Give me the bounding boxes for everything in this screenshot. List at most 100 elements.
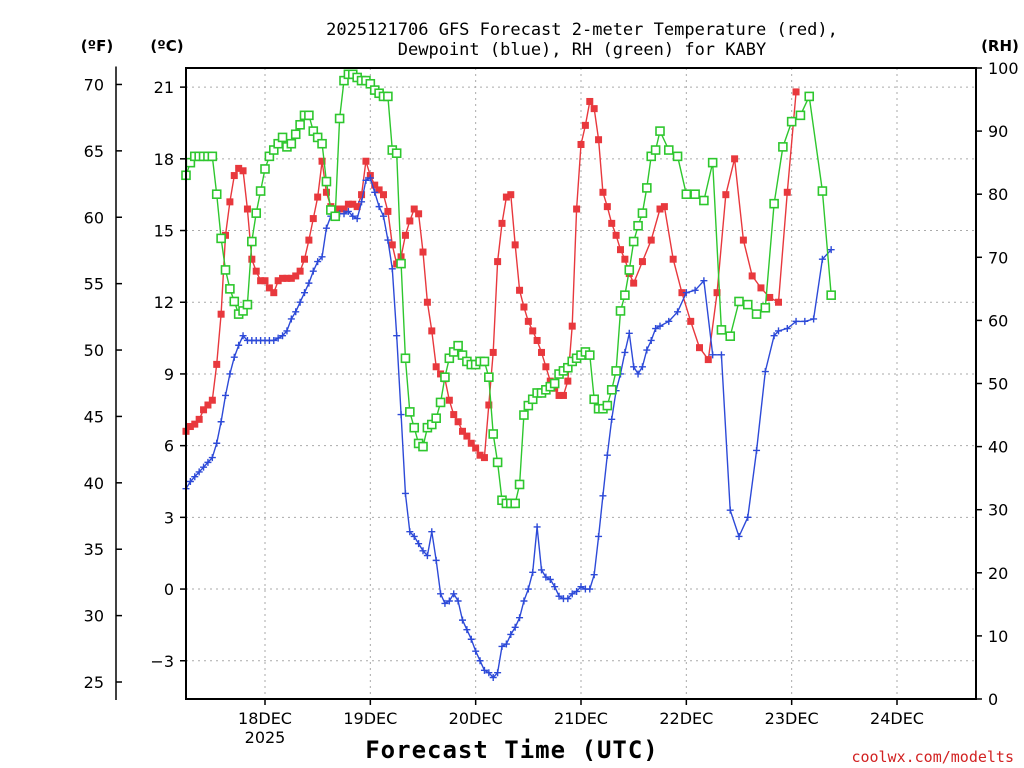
x-tick-label: 23DEC: [765, 709, 819, 728]
data-point: [216, 233, 226, 244]
data-point: [195, 415, 203, 423]
data-point: [314, 258, 322, 266]
data-point: [827, 246, 835, 254]
data-point: [336, 205, 344, 213]
data-point: [380, 212, 387, 220]
data-point: [366, 174, 374, 182]
rh-tick-label: 30: [988, 501, 1008, 520]
data-point: [401, 231, 409, 239]
rh-tick-label: 50: [988, 375, 1008, 394]
data-point: [748, 272, 756, 280]
data-point: [735, 532, 743, 540]
chart-subtitle: Dewpoint (blue), RH (green) for KABY: [398, 40, 766, 60]
data-point: [511, 623, 519, 631]
data-point: [431, 413, 441, 424]
data-point: [445, 597, 453, 605]
x-tick-label: 18DEC: [238, 709, 292, 728]
fahrenheit-tick-label: 50: [84, 341, 104, 360]
data-point: [538, 566, 545, 574]
data-point: [423, 552, 431, 560]
data-point: [642, 183, 652, 193]
data-point: [678, 289, 686, 297]
data-point: [391, 148, 402, 158]
data-point: [287, 274, 295, 282]
data-point: [318, 253, 326, 261]
data-point: [230, 353, 238, 361]
data-point: [186, 477, 194, 485]
data-point: [423, 298, 431, 306]
data-point: [494, 258, 502, 266]
data-point: [200, 406, 208, 414]
data-point: [463, 626, 471, 634]
data-point: [450, 590, 458, 598]
data-point: [731, 155, 739, 163]
data-point: [507, 630, 515, 638]
data-point: [716, 325, 727, 335]
data-point: [519, 410, 529, 420]
data-point: [274, 277, 282, 285]
celsius-unit-label: (ºC): [150, 37, 183, 55]
data-point: [577, 140, 585, 148]
fahrenheit-tick-label: 40: [84, 474, 104, 493]
data-point: [283, 274, 291, 282]
data-point: [255, 186, 266, 196]
data-point: [586, 585, 594, 593]
data-point: [742, 299, 753, 310]
data-point: [195, 468, 203, 476]
data-point: [265, 284, 273, 292]
data-point: [520, 597, 528, 605]
data-point: [489, 673, 497, 681]
celsius-tick-label: −3: [150, 652, 174, 671]
data-point: [305, 236, 313, 244]
data-point: [229, 296, 240, 307]
data-point: [208, 396, 216, 404]
data-point: [406, 528, 414, 536]
data-point: [362, 176, 370, 184]
data-point: [260, 164, 270, 174]
data-point: [476, 657, 484, 665]
data-point: [409, 422, 420, 433]
data-point: [261, 277, 269, 285]
data-point: [235, 341, 243, 349]
data-point: [322, 188, 330, 196]
data-point: [248, 255, 256, 263]
data-point: [801, 317, 809, 325]
data-point: [633, 220, 643, 231]
data-point: [419, 547, 427, 555]
celsius-tick-label: 6: [164, 437, 174, 456]
data-point: [621, 255, 629, 263]
data-point: [292, 272, 300, 280]
data-point: [191, 420, 199, 428]
data-point: [277, 132, 288, 143]
series-dewpoint: [182, 174, 835, 681]
data-point: [453, 340, 463, 351]
data-point: [690, 189, 700, 199]
data-point: [396, 258, 406, 269]
data-point: [722, 191, 730, 199]
data-point: [699, 195, 709, 206]
data-point: [615, 306, 626, 316]
data-point: [384, 207, 392, 215]
data-point: [766, 293, 774, 301]
rh-tick-label: 90: [988, 122, 1008, 141]
data-point: [634, 370, 642, 378]
data-point: [287, 315, 295, 323]
celsius-tick-label: 15: [154, 222, 174, 241]
data-point: [625, 329, 633, 337]
celsius-tick-label: 21: [154, 78, 174, 97]
data-point: [555, 391, 563, 399]
data-point: [751, 309, 762, 319]
data-point: [652, 325, 660, 333]
data-point: [726, 506, 734, 514]
data-point: [511, 241, 519, 249]
data-point: [432, 363, 440, 371]
data-point: [660, 203, 668, 211]
chart-title: 2025121706 GFS Forecast 2-meter Temperat…: [326, 20, 838, 40]
data-point: [371, 181, 379, 189]
credit-link[interactable]: coolwx.com/modelts: [851, 748, 1014, 766]
data-point: [656, 205, 664, 213]
data-point: [524, 317, 532, 325]
data-point: [538, 348, 545, 356]
data-point: [488, 429, 499, 439]
data-point: [620, 290, 630, 300]
